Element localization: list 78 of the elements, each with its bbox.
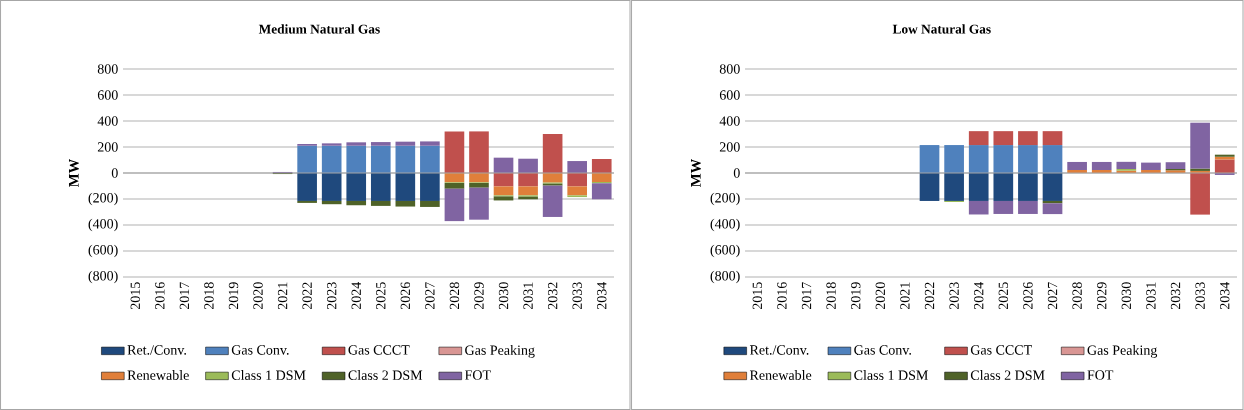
x-tick-label: 2034 [1220,281,1230,310]
x-tick-label: 2033 [572,282,582,310]
y-tick-label: 0 [111,168,118,178]
x-tick-label: 2028 [449,282,460,310]
y-tick-label: (600) [710,244,740,258]
x-tick-label: 2028 [1072,282,1082,310]
x-tick-label: 2033 [1195,282,1205,310]
x-tick-label: 2023 [326,282,337,310]
y-tick-label: (400) [710,218,740,232]
x-tick-label: 2023 [949,282,959,310]
legend-label: FOT [464,370,491,380]
legend-label: Gas CCCT [348,345,410,355]
x-tick-label: 2027 [425,282,435,310]
x-tick-label: 2022 [302,282,312,310]
legend-label: Class 1 DSM [854,370,928,380]
legend-label: Gas Conv. [231,345,289,355]
legend-label: Class 2 DSM [348,370,423,380]
x-tick-label: 2030 [498,282,509,310]
legend-label: Ret./Conv. [127,345,186,355]
y-tick-label: (600) [88,244,118,258]
x-tick-label: 2026 [1023,282,1033,310]
y-tick-label: 200 [719,142,740,152]
x-tick-label: 2021 [277,282,288,310]
y-axis-title: MW [691,158,701,188]
x-tick-label: 2032 [1170,282,1181,310]
x-tick-label: 2015 [130,282,141,310]
legend-label: Ret./Conv. [749,345,809,355]
x-tick-label: 2015 [752,282,763,310]
y-tick-label: (200) [710,192,740,206]
legend-label: Gas Peaking [465,345,535,358]
y-tick-label: (400) [88,218,118,232]
x-tick-label: 2019 [228,282,239,310]
x-tick-label: 2026 [400,282,411,310]
x-tick-label: 2025 [998,282,1009,310]
chart-title: Low Natural Gas [892,24,991,34]
x-tick-label: 2020 [253,282,263,310]
legend-label: FOT [1087,370,1114,380]
y-tick-label: (800) [710,270,740,284]
x-tick-label: 2031 [1146,282,1156,310]
x-tick-label: 2022 [924,282,935,310]
legend-label: Renewable [127,370,189,380]
legend-label: Gas CCCT [970,345,1032,355]
y-tick-label: 800 [719,64,740,74]
x-tick-label: 2016 [777,282,787,310]
legend-label: Class 1 DSM [231,370,306,380]
y-tick-label: 600 [97,90,118,100]
x-tick-label: 2017 [179,282,190,310]
x-tick-label: 2020 [875,282,886,310]
legend-label: Gas Peaking [1087,345,1158,358]
x-tick-label: 2019 [850,282,861,310]
x-tick-label: 2018 [204,282,214,310]
x-tick-label: 2017 [801,282,812,310]
x-tick-label: 2024 [974,281,984,310]
x-tick-label: 2027 [1047,282,1058,310]
chart-title: Medium Natural Gas [258,24,380,34]
y-tick-label: (800) [88,270,118,284]
y-tick-label: (200) [88,192,118,206]
y-tick-label: 200 [97,142,118,152]
y-axis-title: MW [68,158,79,188]
y-tick-label: 600 [719,90,740,100]
y-tick-label: 800 [97,64,118,74]
legend-label: Renewable [749,370,812,380]
legend-label: Gas Conv. [854,345,911,355]
legend-label: Class 2 DSM [970,370,1045,380]
y-tick-label: 0 [733,168,740,178]
x-tick-label: 2032 [547,282,558,310]
x-tick-label: 2031 [523,282,533,310]
x-tick-label: 2016 [155,282,165,310]
x-tick-label: 2034 [597,281,607,310]
x-tick-label: 2025 [376,282,386,310]
y-tick-label: 400 [97,116,118,126]
x-tick-label: 2024 [351,281,361,310]
x-tick-label: 2029 [1097,282,1107,310]
x-tick-label: 2021 [900,282,910,310]
y-tick-label: 400 [719,116,740,126]
x-tick-label: 2018 [826,282,836,310]
x-tick-label: 2030 [1121,282,1132,310]
x-tick-label: 2029 [474,282,484,310]
